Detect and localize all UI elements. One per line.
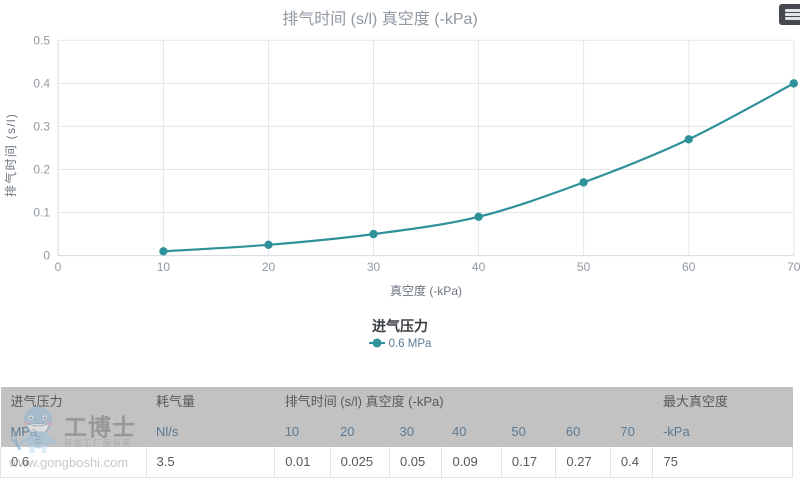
svg-text:0: 0	[55, 260, 62, 274]
svg-text:0.2: 0.2	[33, 163, 50, 177]
svg-text:排气时间 (s/l): 排气时间 (s/l)	[3, 113, 18, 197]
svg-text:70: 70	[787, 260, 800, 274]
svg-text:50: 50	[577, 260, 591, 274]
svg-text:20: 20	[262, 260, 276, 274]
svg-text:真空度 (-kPa): 真空度 (-kPa)	[390, 283, 462, 298]
svg-text:40: 40	[472, 260, 486, 274]
svg-text:0.5: 0.5	[33, 33, 50, 47]
svg-text:10: 10	[157, 260, 171, 274]
svg-text:60: 60	[682, 260, 696, 274]
svg-text:0.3: 0.3	[33, 119, 50, 133]
svg-text:0: 0	[43, 249, 50, 263]
svg-text:0.4: 0.4	[33, 76, 50, 90]
svg-text:30: 30	[367, 260, 381, 274]
svg-text:0.1: 0.1	[33, 206, 50, 220]
